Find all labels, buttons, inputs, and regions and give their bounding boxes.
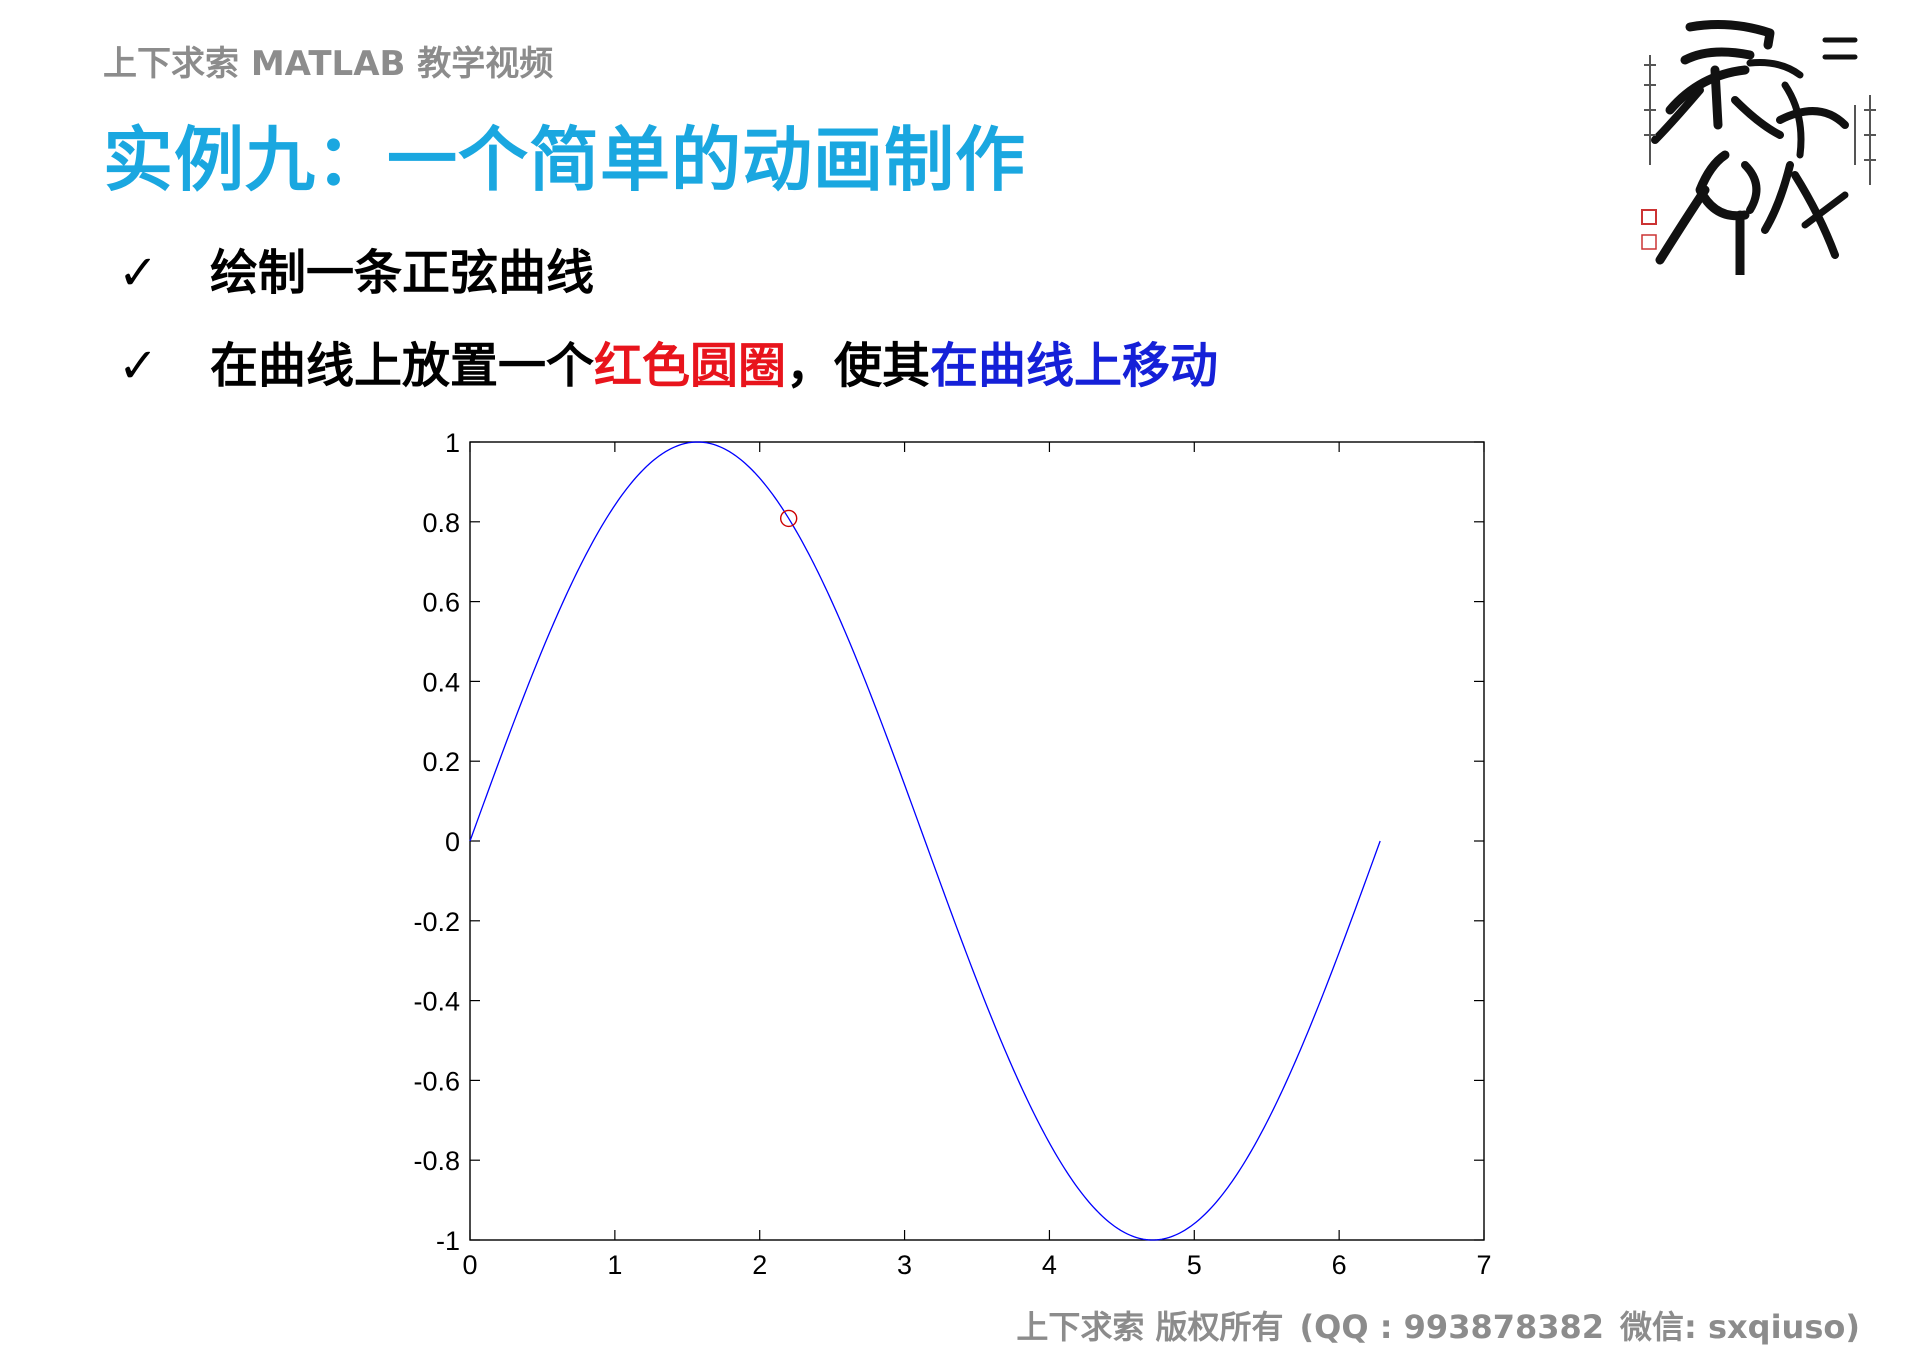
x-tick-label: 3 (897, 1250, 912, 1280)
y-tick-label: -0.8 (413, 1146, 460, 1176)
bullet-item-2: ✓ 在曲线上放置一个红色圆圈，使其在曲线上移动 (118, 326, 1218, 396)
header-caption: 上下求索 MATLAB 教学视频 (103, 44, 554, 84)
bullet-text-2b-red: 红色圆圈 (594, 338, 787, 394)
y-tick-label: -0.2 (413, 907, 460, 937)
bullet-text-1: 绘制一条正弦曲线 (210, 245, 595, 301)
y-tick-label: 1 (445, 428, 460, 458)
sine-curve (469, 441, 1381, 1241)
footer-contact: (QQ : 993878382 (1299, 1308, 1605, 1346)
y-axis: 1 0.8 0.6 0.4 0.2 0 -0.2 -0.4 -0.6 -0.8 -1 (413, 428, 1484, 1256)
y-tick-label: 0.6 (422, 588, 460, 618)
footer-copyright: 上下求索 版权所有 (1016, 1308, 1284, 1346)
footer-wechat: 微信: sxqiuso) (1620, 1308, 1860, 1346)
y-tick-label: 0.4 (422, 667, 460, 697)
y-tick-label: -0.4 (413, 987, 460, 1017)
x-axis: 0 1 2 3 4 5 6 7 (462, 442, 1492, 1280)
check-icon: ✓ (118, 338, 159, 394)
x-tick-label: 0 (462, 1250, 477, 1280)
bullet-item-1: ✓ 绘制一条正弦曲线 (118, 233, 594, 303)
footer: 上下求索 版权所有 (QQ : 993878382 微信: sxqiuso) (1016, 1302, 1860, 1348)
plot-area (469, 441, 1485, 1241)
x-tick-label: 1 (607, 1250, 622, 1280)
x-tick-label: 2 (752, 1250, 767, 1280)
bullet-text-2d-blue: 在曲线上移动 (930, 338, 1219, 394)
y-tick-label: -0.6 (413, 1066, 460, 1096)
x-tick-label: 4 (1042, 1250, 1057, 1280)
y-tick-label: 0.8 (422, 508, 460, 538)
x-tick-label: 7 (1476, 1250, 1491, 1280)
check-icon: ✓ (118, 245, 159, 301)
calligraphy-logo (1641, 20, 1876, 275)
y-tick-label: -1 (436, 1226, 460, 1256)
slide-title: 实例九：一个简单的动画制作 (103, 119, 1026, 201)
y-tick-label: 0 (445, 827, 460, 857)
bullet-text-2c: ，使其 (786, 338, 931, 394)
x-tick-label: 5 (1187, 1250, 1202, 1280)
x-tick-label: 6 (1332, 1250, 1347, 1280)
bullet-text-2a: 在曲线上放置一个 (210, 338, 595, 394)
red-circle-marker (779, 509, 798, 528)
y-tick-label: 0.2 (422, 747, 460, 777)
